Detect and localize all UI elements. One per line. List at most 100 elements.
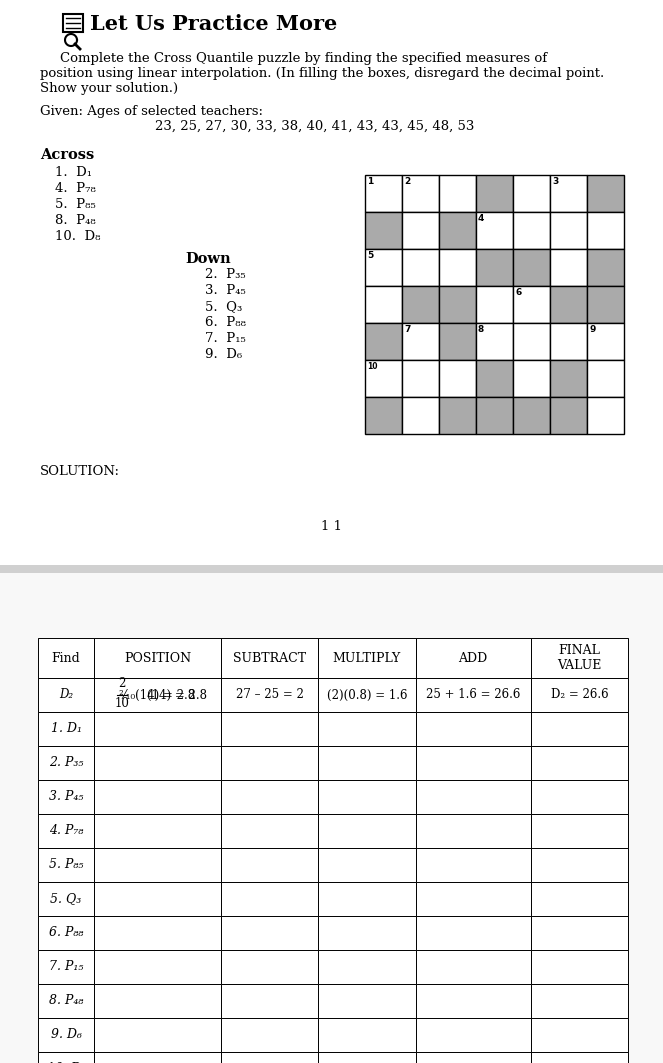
Text: 5.  P₈₅: 5. P₈₅: [55, 198, 95, 210]
Bar: [530, 712, 628, 746]
Bar: [416, 882, 530, 916]
Bar: [38, 950, 94, 984]
Text: 8.  P₄₈: 8. P₄₈: [55, 214, 95, 227]
Text: 3.  P₄₅: 3. P₄₅: [205, 284, 246, 297]
Bar: [318, 780, 416, 814]
Bar: [550, 396, 587, 434]
Bar: [94, 916, 221, 950]
Bar: [530, 746, 628, 780]
Bar: [416, 678, 530, 712]
Text: 10.  D₈: 10. D₈: [55, 230, 101, 243]
Text: 5.  Q₃: 5. Q₃: [205, 300, 242, 313]
Bar: [416, 638, 530, 678]
Bar: [365, 286, 402, 323]
Text: 3: 3: [552, 178, 558, 186]
Bar: [221, 678, 318, 712]
Text: 7. P₁₅: 7. P₁₅: [49, 961, 84, 974]
Bar: [0, 573, 663, 1063]
Bar: [38, 882, 94, 916]
Text: 7.  P₁₅: 7. P₁₅: [205, 332, 246, 345]
Bar: [587, 249, 624, 286]
Bar: [221, 638, 318, 678]
Text: 9: 9: [589, 325, 595, 334]
Bar: [587, 175, 624, 212]
Bar: [318, 916, 416, 950]
Bar: [94, 1018, 221, 1052]
Bar: [513, 175, 550, 212]
Bar: [365, 212, 402, 249]
Bar: [221, 746, 318, 780]
Text: 9. D₆: 9. D₆: [50, 1029, 82, 1042]
Bar: [416, 1052, 530, 1063]
Bar: [550, 249, 587, 286]
Bar: [439, 396, 476, 434]
Bar: [94, 780, 221, 814]
Text: 27 – 25 = 2: 27 – 25 = 2: [235, 689, 304, 702]
Bar: [0, 566, 663, 573]
Bar: [94, 882, 221, 916]
Bar: [94, 984, 221, 1018]
Bar: [587, 396, 624, 434]
Bar: [38, 1018, 94, 1052]
Bar: [587, 286, 624, 323]
Bar: [530, 848, 628, 882]
Bar: [587, 323, 624, 360]
Text: (14) = 2.8: (14) = 2.8: [147, 689, 208, 702]
Bar: [530, 814, 628, 848]
Bar: [402, 286, 439, 323]
Bar: [416, 950, 530, 984]
Bar: [513, 249, 550, 286]
Bar: [318, 1052, 416, 1063]
Bar: [513, 286, 550, 323]
Bar: [318, 678, 416, 712]
Text: Complete the Cross Quantile puzzle by finding the specified measures of: Complete the Cross Quantile puzzle by fi…: [60, 52, 547, 65]
Bar: [550, 323, 587, 360]
Bar: [94, 746, 221, 780]
Text: 6. P₈₈: 6. P₈₈: [49, 927, 84, 940]
Text: Given: Ages of selected teachers:: Given: Ages of selected teachers:: [40, 105, 263, 118]
Text: 25 + 1.6 = 26.6: 25 + 1.6 = 26.6: [426, 689, 520, 702]
Bar: [0, 0, 663, 566]
Bar: [318, 638, 416, 678]
Bar: [476, 286, 513, 323]
Text: 4.  P₇₈: 4. P₇₈: [55, 182, 96, 195]
Bar: [402, 249, 439, 286]
Bar: [439, 249, 476, 286]
Bar: [550, 286, 587, 323]
Bar: [402, 396, 439, 434]
Bar: [38, 1052, 94, 1063]
Bar: [530, 678, 628, 712]
Bar: [38, 678, 94, 712]
Text: Show your solution.): Show your solution.): [40, 82, 178, 95]
Text: 8: 8: [478, 325, 484, 334]
Bar: [416, 984, 530, 1018]
Bar: [476, 212, 513, 249]
Bar: [530, 984, 628, 1018]
Bar: [365, 249, 402, 286]
Bar: [550, 360, 587, 396]
Bar: [221, 1018, 318, 1052]
Text: 1.  D₁: 1. D₁: [55, 166, 92, 179]
Bar: [94, 848, 221, 882]
Bar: [318, 1018, 416, 1052]
Bar: [476, 175, 513, 212]
Text: D₂ = 26.6: D₂ = 26.6: [550, 689, 608, 702]
Text: SUBTRACT: SUBTRACT: [233, 652, 306, 664]
Text: ²⁄₁₀(14) = 2.8: ²⁄₁₀(14) = 2.8: [119, 689, 196, 702]
Bar: [476, 360, 513, 396]
Bar: [94, 638, 221, 678]
Bar: [94, 712, 221, 746]
Text: position using linear interpolation. (In filling the boxes, disregard the decima: position using linear interpolation. (In…: [40, 67, 604, 80]
Bar: [38, 916, 94, 950]
Bar: [530, 950, 628, 984]
Bar: [513, 323, 550, 360]
Bar: [439, 212, 476, 249]
Bar: [318, 848, 416, 882]
Bar: [38, 746, 94, 780]
Text: 6.  P₈₈: 6. P₈₈: [205, 316, 246, 330]
Bar: [318, 746, 416, 780]
Text: 2: 2: [118, 677, 126, 690]
Bar: [38, 780, 94, 814]
Text: Across: Across: [40, 148, 94, 162]
Text: 9.  D₆: 9. D₆: [205, 348, 242, 361]
